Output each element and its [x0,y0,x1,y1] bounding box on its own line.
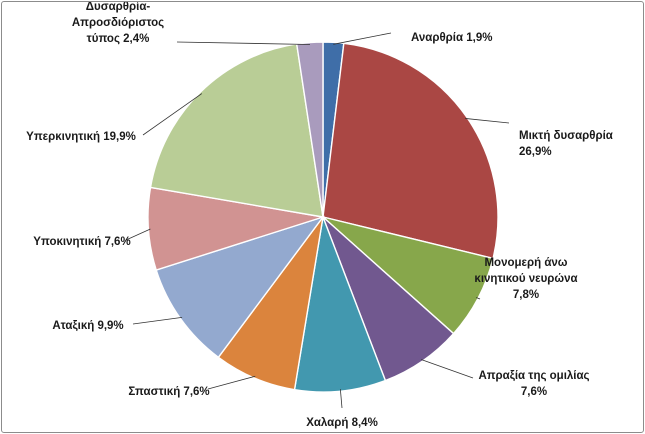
slice-label-10: Δυσαρθρία-Απροσδιόριστος τύπος 2,4% [72,2,164,45]
leader-line-9 [142,93,203,136]
slice-label-9: Υπερκινητική 19,9% [26,131,136,143]
leader-line-5 [339,389,343,409]
leader-line-7 [132,316,183,325]
slice-label-8: Υποκινητική 7,6% [33,236,130,248]
leader-line-6 [207,375,256,390]
leader-line-1 [333,32,392,45]
slice-label-6: Σπαστική 7,6% [128,386,209,398]
leader-line-4 [421,359,474,379]
pie-slice-2 [322,42,499,260]
leader-line-2 [465,118,510,124]
leader-line-3 [476,297,481,300]
pie-slice-7 [155,215,325,359]
slice-label-4: Απραξία της ομιλίας 7,6% [478,370,589,398]
slice-label-5: Χαλαρή 8,4% [306,417,378,429]
leader-line-8 [125,228,151,241]
slice-label-1: Αναρθρία 1,9% [411,32,492,44]
slice-label-7: Αταξική 9,9% [52,320,123,332]
slice-label-2: Μικτή δυσαρθρία 26,9% [519,130,613,158]
slice-label-3: Μονομερή άνω κινητικού νευρώνα 7,8% [474,257,577,301]
leader-line-10 [176,41,310,45]
pie-slice-9 [149,43,324,218]
